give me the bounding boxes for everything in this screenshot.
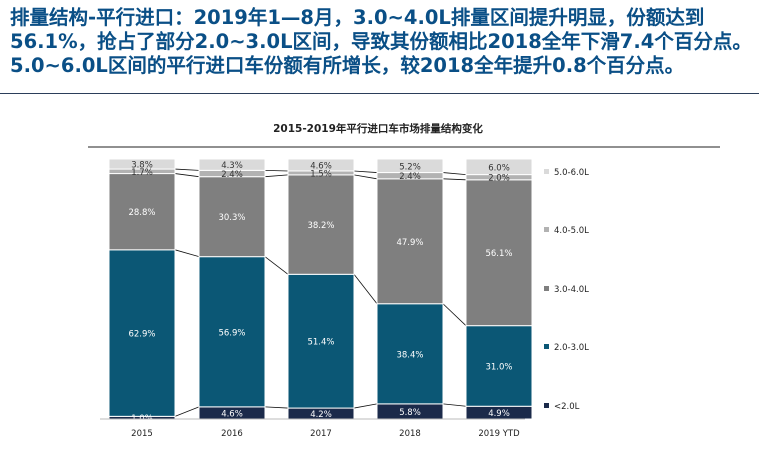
connector-line bbox=[264, 169, 289, 172]
chart-title: 2015-2019年平行进口车市场排量结构变化 bbox=[273, 122, 483, 135]
chart-legend: 5.0-6.0L 4.0-5.0L 3.0-4.0L 2.0-3.0L <2.0L bbox=[544, 168, 589, 412]
x-axis-ticks: 2015 2016 2017 2018 2019 YTD bbox=[131, 429, 520, 439]
data-label: 56.1% bbox=[485, 249, 512, 259]
legend-label: <2.0L bbox=[554, 402, 580, 412]
page-headline: 排量结构-平行进口：2019年1—8月，3.0~4.0L排量区间提升明显，份额达… bbox=[10, 6, 752, 77]
connector-line bbox=[174, 249, 200, 258]
x-tick-label: 2016 bbox=[221, 429, 243, 439]
connector-line bbox=[442, 178, 467, 181]
legend-label: 4.0-5.0L bbox=[554, 226, 589, 236]
connector-line bbox=[353, 170, 378, 173]
bar-segment bbox=[376, 158, 444, 174]
segment-connectors bbox=[174, 168, 467, 417]
data-label: 4.6% bbox=[221, 409, 243, 419]
connector-line bbox=[442, 403, 467, 407]
legend-swatch bbox=[544, 286, 549, 291]
legend-swatch bbox=[544, 403, 549, 408]
legend-label: 3.0-4.0L bbox=[554, 285, 589, 295]
x-tick-label: 2019 YTD bbox=[478, 429, 520, 439]
data-label: 3.8% bbox=[131, 161, 153, 171]
bar-segment bbox=[108, 158, 176, 170]
connector-line bbox=[442, 172, 467, 175]
data-label: 56.9% bbox=[218, 328, 245, 338]
connector-line bbox=[442, 303, 467, 326]
data-label: 4.3% bbox=[221, 161, 243, 171]
data-label: 62.9% bbox=[128, 330, 155, 340]
bar-segment bbox=[108, 173, 176, 251]
connector-line bbox=[174, 406, 200, 417]
data-label: 38.2% bbox=[307, 221, 334, 231]
bar-segment bbox=[198, 176, 266, 258]
data-label: 2.4% bbox=[221, 170, 243, 180]
data-label: 38.4% bbox=[396, 350, 423, 360]
data-label: 2.0% bbox=[488, 174, 510, 184]
data-label: 5.8% bbox=[399, 408, 421, 418]
bar-segment bbox=[198, 158, 266, 171]
connector-line bbox=[264, 406, 289, 409]
legend-swatch bbox=[544, 344, 549, 349]
data-label: 31.0% bbox=[485, 362, 512, 372]
bar-segment bbox=[465, 179, 533, 327]
data-label: 28.8% bbox=[128, 208, 155, 218]
connector-line bbox=[353, 274, 378, 304]
data-label: 6.0% bbox=[488, 163, 510, 173]
connector-line bbox=[264, 174, 289, 178]
legend-label: 5.0-6.0L bbox=[554, 168, 589, 178]
x-tick-label: 2018 bbox=[399, 429, 421, 439]
data-label: 1.7% bbox=[131, 168, 153, 178]
bar-segment bbox=[376, 303, 444, 405]
data-label: 51.4% bbox=[307, 338, 334, 348]
connector-line bbox=[174, 168, 200, 171]
data-label: 1.5% bbox=[310, 169, 332, 179]
data-label: 4.2% bbox=[310, 410, 332, 420]
bar-segment bbox=[287, 174, 355, 275]
connector-line bbox=[353, 174, 378, 180]
data-label: 4.6% bbox=[310, 161, 332, 171]
x-tick-label: 2015 bbox=[131, 429, 153, 439]
data-label: 5.2% bbox=[399, 162, 421, 172]
data-label: 4.9% bbox=[488, 409, 510, 419]
bar-segment bbox=[465, 325, 533, 407]
data-label: 30.3% bbox=[218, 213, 245, 223]
connector-line bbox=[264, 256, 289, 275]
bar-segment bbox=[465, 158, 533, 176]
bar-segment bbox=[108, 249, 176, 417]
connector-line bbox=[174, 173, 200, 178]
bar-segment bbox=[287, 158, 355, 172]
data-label: 47.9% bbox=[396, 238, 423, 248]
bar-segments bbox=[108, 158, 533, 420]
bar-segment bbox=[198, 256, 266, 408]
connector-line bbox=[353, 403, 378, 409]
legend-swatch bbox=[544, 227, 549, 232]
bar-segment bbox=[287, 273, 355, 409]
x-tick-label: 2017 bbox=[310, 429, 332, 439]
legend-label: 2.0-3.0L bbox=[554, 343, 589, 353]
headline-divider bbox=[0, 93, 759, 94]
data-label: 2.4% bbox=[399, 172, 421, 182]
legend-swatch bbox=[544, 169, 549, 174]
bar-segment bbox=[376, 178, 444, 305]
